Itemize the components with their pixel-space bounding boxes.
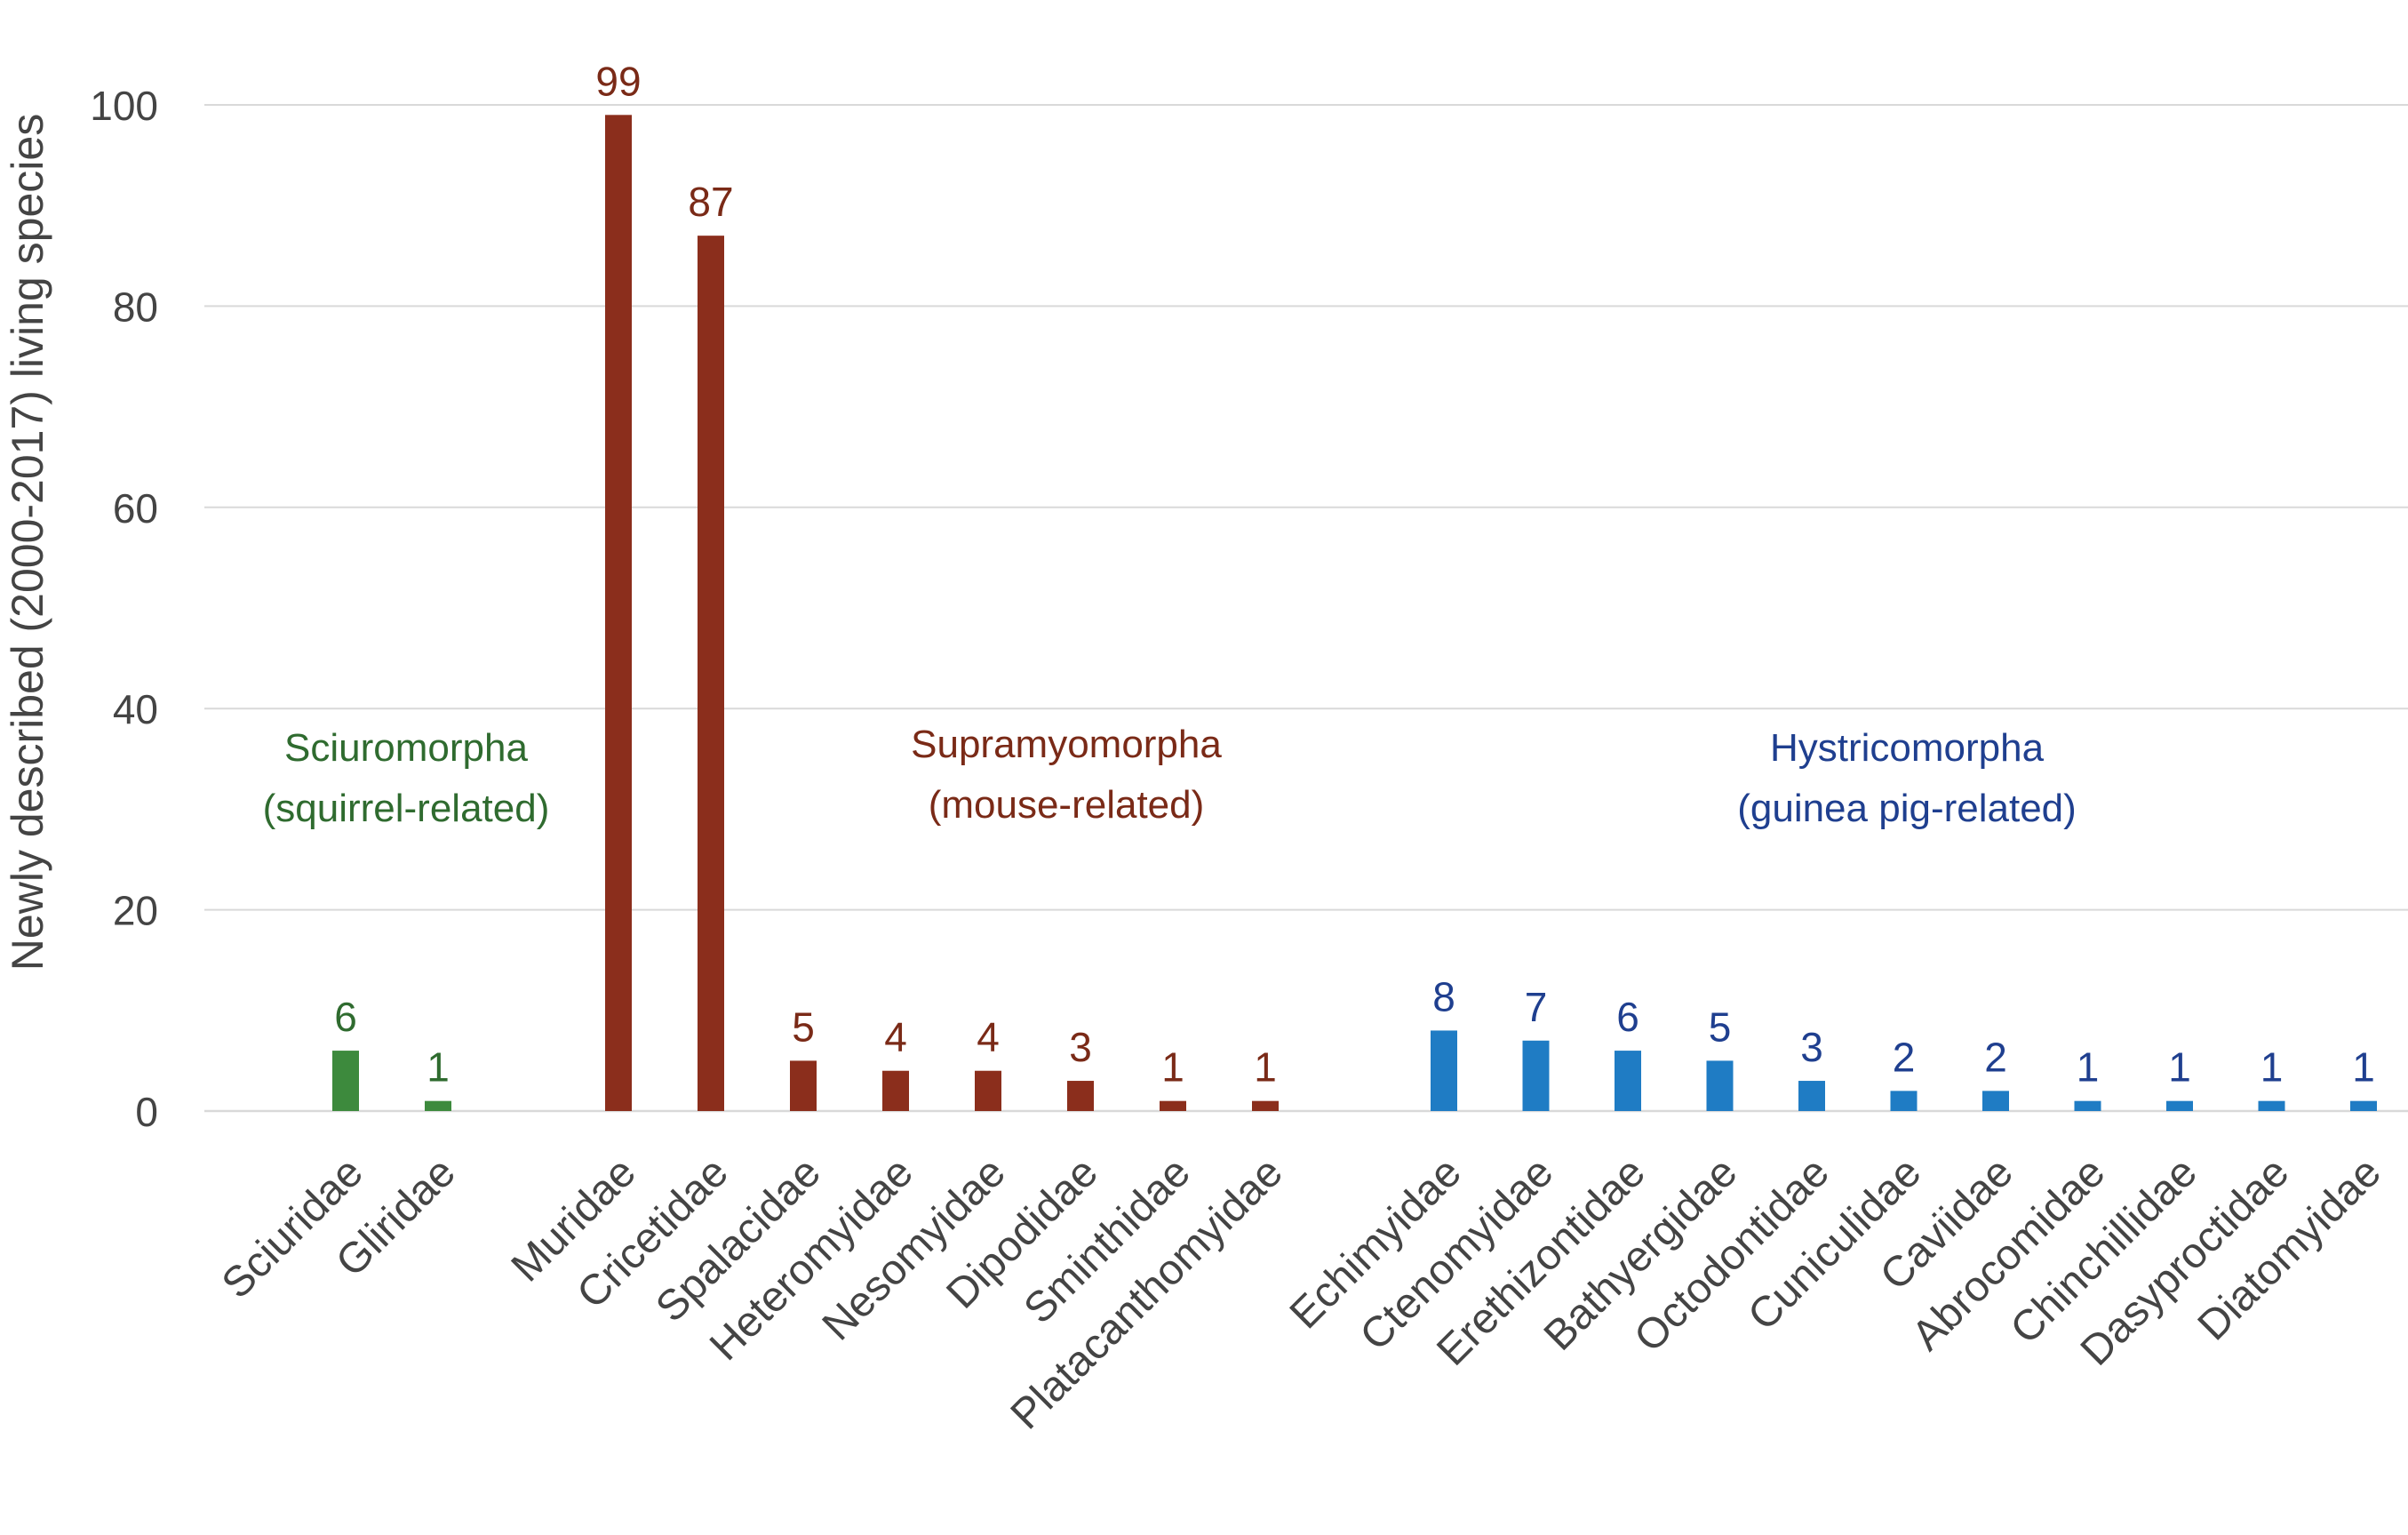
bars xyxy=(332,115,2377,1111)
y-tick-label: 80 xyxy=(113,284,158,330)
data-label: 2 xyxy=(1893,1034,1916,1080)
data-label: 2 xyxy=(1984,1034,2007,1080)
bar-cuniculidae xyxy=(1890,1091,1918,1111)
data-label: 1 xyxy=(2260,1044,2284,1091)
y-tick-label: 40 xyxy=(113,686,158,732)
y-axis-label: Newly described (2000-2017) living speci… xyxy=(3,114,52,971)
group-title-sciuromorpha: Sciuromorpha xyxy=(284,726,528,770)
bar-gliridae xyxy=(425,1100,451,1111)
y-tick-label: 0 xyxy=(135,1089,158,1135)
x-tick-label: Sciuridae xyxy=(213,1148,372,1307)
bar-spalacidae xyxy=(790,1060,817,1111)
data-label: 1 xyxy=(1254,1044,1277,1091)
data-label: 1 xyxy=(1161,1044,1184,1091)
group-title-supramyomorpha: Supramyomorpha xyxy=(911,723,1222,766)
data-label: 3 xyxy=(1800,1024,1823,1070)
data-label: 6 xyxy=(334,994,357,1040)
group-subtitle-hystricomorpha: (guinea pig-related) xyxy=(1737,787,2077,830)
y-tick-label: 20 xyxy=(113,888,158,934)
bar-sminthidae xyxy=(1160,1100,1186,1111)
group-subtitle-supramyomorpha: (mouse-related) xyxy=(929,783,1205,827)
bar-sciuridae xyxy=(332,1051,359,1111)
group-subtitle-sciuromorpha: (squirrel-related) xyxy=(263,787,550,830)
data-label: 1 xyxy=(2352,1044,2375,1091)
group-title-hystricomorpha: Hystricomorpha xyxy=(1770,726,2045,770)
bar-dipodidae xyxy=(1067,1081,1094,1111)
data-label: 5 xyxy=(792,1003,815,1050)
data-label: 99 xyxy=(595,58,641,104)
data-label: 1 xyxy=(427,1044,450,1091)
bar-echimyidae xyxy=(1431,1030,1457,1111)
bar-heteromyidae xyxy=(882,1070,909,1111)
bar-caviidae xyxy=(1982,1091,2009,1111)
bar-erethizontidae xyxy=(1615,1051,1641,1111)
data-label: 7 xyxy=(1525,984,1548,1030)
bar-muridae xyxy=(605,115,632,1111)
data-label: 4 xyxy=(884,1014,907,1060)
bar-abrocomidae xyxy=(2074,1100,2101,1111)
data-label: 6 xyxy=(1616,994,1639,1040)
bar-platacanthomyidae xyxy=(1252,1100,1279,1111)
bar-dasyproctidae xyxy=(2258,1100,2285,1111)
y-tick-label: 60 xyxy=(113,485,158,532)
bar-bathyergidae xyxy=(1706,1060,1734,1111)
bar-nesomyidae xyxy=(975,1070,1001,1111)
y-axis-ticks: 0 20 40 60 80 100 xyxy=(90,83,158,1135)
bar-octodontidae xyxy=(1798,1081,1825,1111)
group-annotations: Sciuromorpha (squirrel-related) Supramyomo… xyxy=(263,723,2077,830)
bar-diatomyidae xyxy=(2350,1100,2377,1111)
bar-chinchillidae xyxy=(2166,1100,2193,1111)
data-label: 4 xyxy=(977,1014,1000,1060)
data-label: 1 xyxy=(2077,1044,2100,1091)
y-tick-label: 100 xyxy=(90,83,158,129)
data-label: 5 xyxy=(1709,1003,1732,1050)
data-label: 8 xyxy=(1432,973,1455,1019)
data-label: 87 xyxy=(688,179,733,225)
data-label: 3 xyxy=(1069,1024,1092,1070)
bar-cricetidae xyxy=(698,236,724,1111)
gridlines xyxy=(204,104,2408,1113)
data-label: 1 xyxy=(2168,1044,2191,1091)
bar-ctenomyidae xyxy=(1522,1040,1550,1111)
